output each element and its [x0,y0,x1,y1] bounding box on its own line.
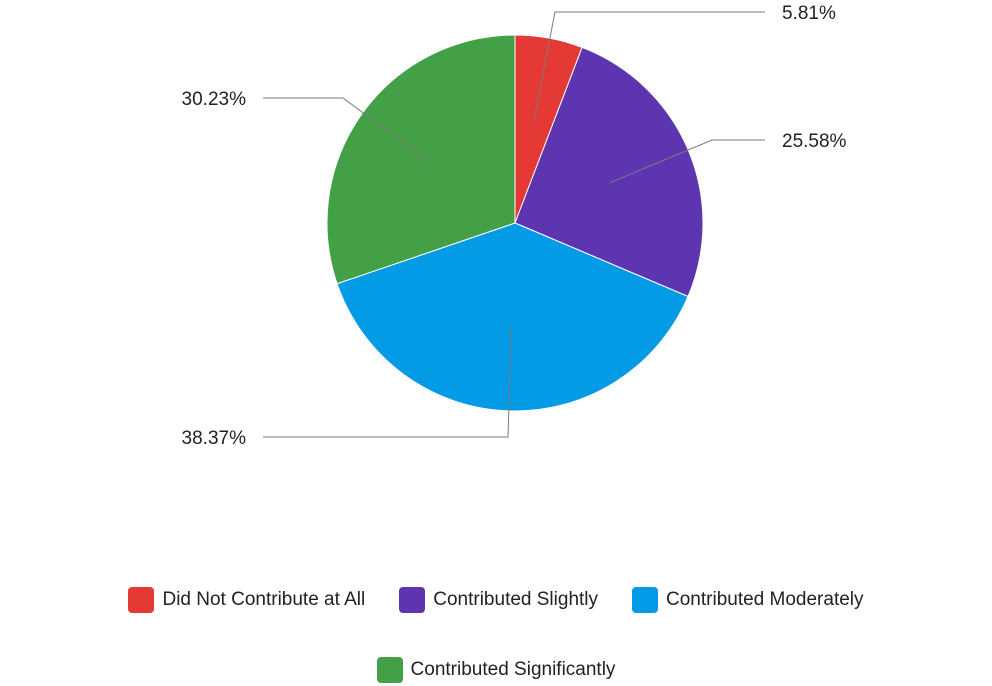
legend-item-contributed-significantly[interactable]: Contributed Significantly [376,657,616,683]
legend-label: Contributed Slightly [433,589,599,610]
legend-swatch [399,587,426,613]
legend-item-contributed-slightly[interactable]: Contributed Slightly [399,587,598,613]
pie-slices [326,34,704,412]
legend-label: Did Not Contribute at All [162,589,366,610]
slice-labels: 5.81% 25.58% 38.37% 30.23% [182,3,847,449]
legend-label: Contributed Significantly [410,659,616,680]
legend-label: Contributed Moderately [666,589,864,610]
leader-line [533,11,765,122]
slice-contributed-moderately[interactable] [336,222,689,412]
pie-chart: 5.81% 25.58% 38.37% 30.23% [182,3,847,449]
legend-swatch [376,657,403,683]
legend-swatch [128,587,155,613]
slice-contributed-slightly[interactable] [514,46,704,298]
legend-swatch [632,587,659,613]
legend-row-1: Did Not Contribute at All Contributed Sl… [0,587,992,613]
legend-row-2: Contributed Significantly [0,657,992,683]
slice-percentage-label: 25.58% [782,131,847,152]
legend-item-contributed-moderately[interactable]: Contributed Moderately [632,587,864,613]
slice-contributed-significantly[interactable] [326,34,516,285]
leader-line [263,326,512,438]
slice-percentage-label: 5.81% [782,3,836,24]
leader-lines [263,11,765,438]
leader-line [263,97,432,164]
leader-line [609,139,765,184]
legend-item-did-not-contribute[interactable]: Did Not Contribute at All [128,587,365,613]
slice-percentage-label: 30.23% [182,89,247,110]
slice-percentage-label: 38.37% [182,428,247,449]
